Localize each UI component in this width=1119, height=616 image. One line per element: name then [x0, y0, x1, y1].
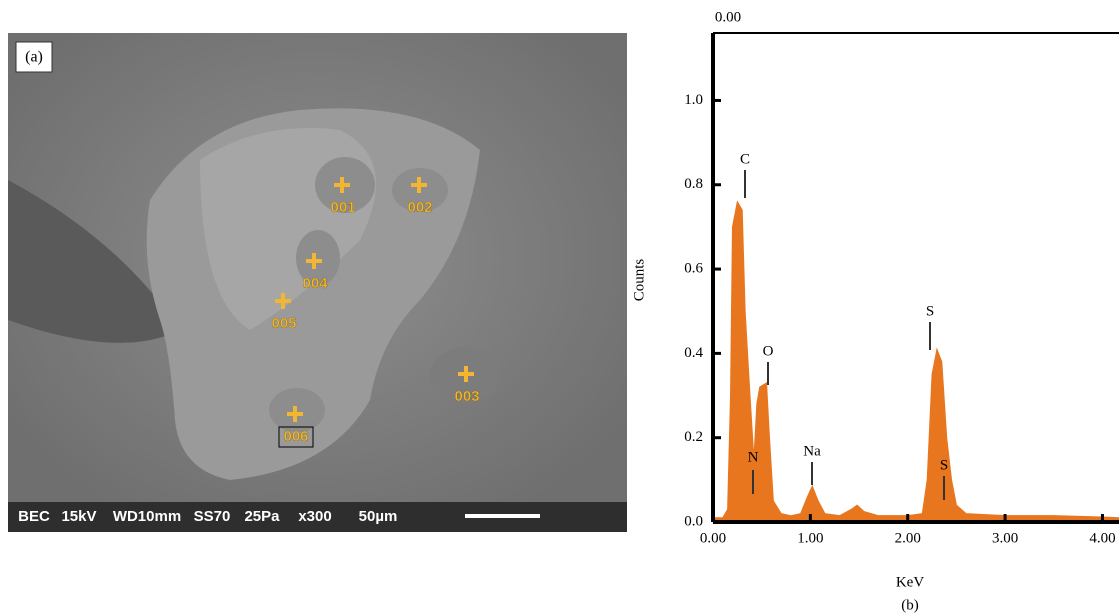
x-tick-label: 3.00: [992, 530, 1018, 546]
point-label: 001: [330, 199, 355, 216]
info-bar-text: WD10mm: [113, 508, 181, 525]
x-tick-label: 1.00: [797, 530, 823, 546]
caption: (b): [901, 597, 919, 613]
x-tick-label: 0.00: [700, 530, 726, 546]
info-bar-text: SS70: [194, 508, 231, 525]
point-label: 004: [302, 275, 328, 292]
peak-label: C: [740, 151, 750, 167]
peak-label: N: [748, 449, 759, 465]
point-label: 002: [407, 199, 432, 216]
y-tick-label: 0.4: [684, 345, 703, 361]
y-tick-label: 1.0: [684, 92, 703, 108]
y-axis-label: Counts: [631, 259, 647, 302]
peak-label: S: [940, 457, 948, 473]
panel-label: (a): [25, 49, 43, 66]
info-bar-text: 15kV: [61, 508, 96, 525]
point-label: 005: [271, 315, 296, 332]
corner-label: 0.00: [715, 9, 741, 25]
y-tick-label: 0.6: [684, 261, 703, 277]
y-tick-label: 0.8: [684, 176, 703, 192]
info-bar-text: BEC: [18, 508, 50, 525]
y-tick-label: 0.2: [684, 429, 703, 445]
peak-label: S: [926, 303, 934, 319]
point-label: 006: [283, 428, 308, 445]
point-label: 003: [454, 388, 479, 405]
info-bar-text: 25Pa: [244, 508, 280, 525]
y-tick-label: 0.0: [684, 513, 703, 529]
spectrum-area: [713, 202, 1119, 522]
peak-label: Na: [803, 443, 821, 459]
info-bar-text: x300: [298, 508, 331, 525]
x-axis-label: KeV: [896, 574, 924, 590]
x-tick-label: 2.00: [895, 530, 921, 546]
sem-image: (a) 001 002 004 005 003 006 BEC 15kV WD10mm SS70 2…: [8, 33, 627, 532]
figure: (a) 001 002 004 005 003 006 BEC 15kV WD10mm SS70 2…: [0, 0, 1119, 616]
info-bar-text: 50µm: [359, 508, 398, 525]
peak-label: O: [763, 343, 774, 359]
x-tick-label: 4.00: [1089, 530, 1115, 546]
